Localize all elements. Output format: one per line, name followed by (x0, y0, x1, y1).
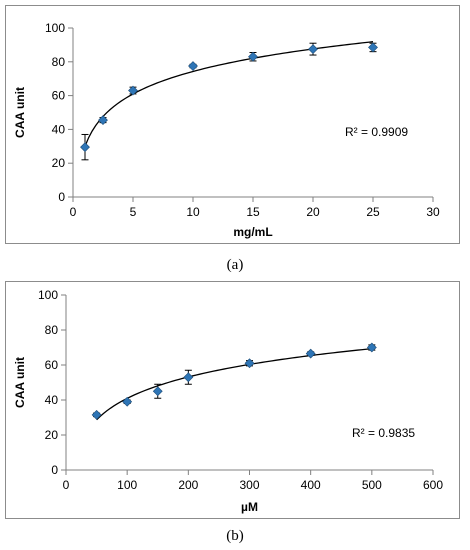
data-point (183, 372, 194, 383)
y-axis-title: CAA unit (13, 357, 27, 408)
data-point (308, 44, 318, 55)
data-point (366, 342, 377, 353)
data-point (152, 386, 163, 397)
x-axis-title: µM (241, 500, 258, 514)
chart-a: 0 20 40 60 80 100 0 5 10 15 20 25 30 mg/mL CAA unit R² … (13, 21, 440, 239)
x-tick-label: 400 (301, 478, 321, 492)
y-tick-label: 0 (58, 190, 65, 204)
data-point (80, 142, 90, 153)
data-point (305, 348, 316, 359)
data-point (188, 61, 198, 71)
x-tick-label: 20 (306, 205, 320, 219)
y-tick-label: 80 (45, 323, 59, 337)
data-point (248, 51, 258, 62)
chart-b-frame (5, 281, 460, 519)
x-tick-label: 25 (366, 205, 380, 219)
data-point (91, 409, 102, 420)
data-point (128, 85, 138, 96)
y-tick-label: 40 (45, 393, 59, 407)
y-tick-label: 100 (38, 288, 58, 302)
y-tick-label: 100 (45, 21, 65, 35)
y-tick-label: 0 (51, 463, 58, 477)
x-tick-label: 600 (423, 478, 443, 492)
x-axis-title: mg/mL (233, 225, 272, 239)
chart-b: 0 20 40 60 80 100 0 100 200 300 400 500 600 µM CAA uni… (13, 288, 443, 514)
x-tick-label: 0 (70, 205, 77, 219)
data-point (244, 358, 255, 369)
r-squared-label: R² = 0.9835 (352, 426, 415, 440)
y-axis-title: CAA unit (13, 87, 27, 138)
y-tick-label: 20 (52, 156, 66, 170)
caption-a: (a) (226, 257, 244, 273)
r-squared-label: R² = 0.9909 (345, 125, 408, 139)
y-tick-label: 60 (45, 358, 59, 372)
y-tick-label: 40 (52, 122, 66, 136)
data-point (122, 396, 133, 407)
data-point (98, 115, 108, 126)
x-tick-label: 300 (239, 478, 259, 492)
trendline (96, 348, 372, 421)
x-tick-label: 30 (426, 205, 440, 219)
y-tick-label: 80 (52, 55, 66, 69)
x-tick-label: 100 (117, 478, 137, 492)
x-tick-label: 200 (178, 478, 198, 492)
x-tick-label: 0 (63, 478, 70, 492)
x-tick-label: 5 (130, 205, 137, 219)
y-tick-label: 60 (52, 89, 66, 103)
trendline (84, 41, 374, 147)
caption-b: (b) (226, 528, 244, 544)
y-tick-label: 20 (45, 428, 59, 442)
chart-a-frame (5, 5, 460, 244)
data-point (368, 42, 378, 53)
x-tick-label: 500 (362, 478, 382, 492)
x-tick-label: 15 (246, 205, 260, 219)
x-tick-label: 10 (186, 205, 200, 219)
